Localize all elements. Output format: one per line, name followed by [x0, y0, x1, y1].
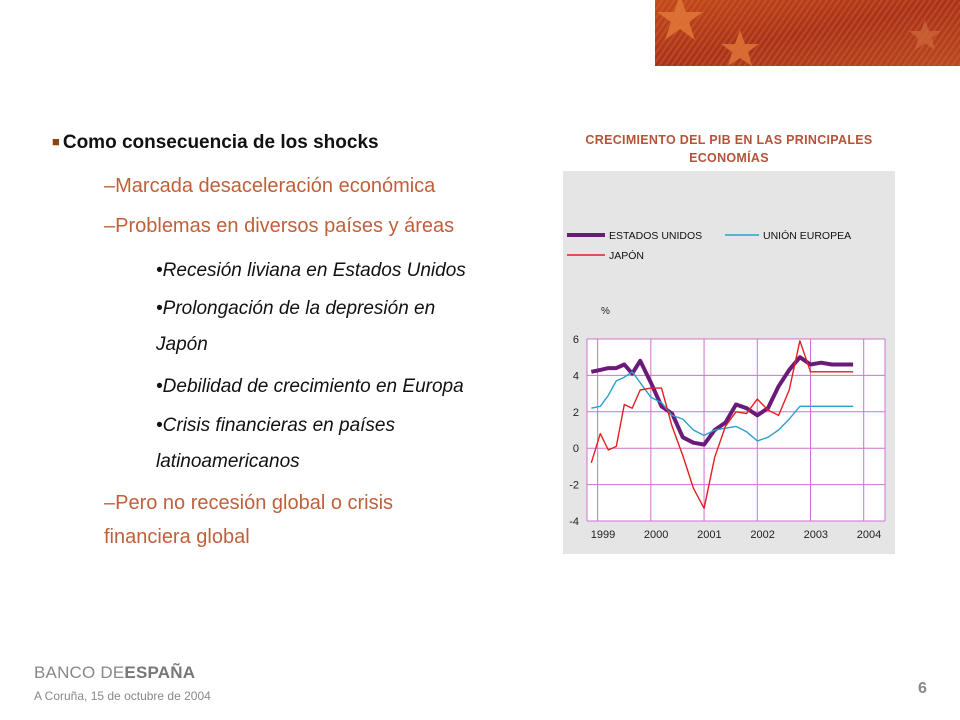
logo-text-2: ESPAÑA [124, 663, 196, 682]
legend-label: UNIÓN EUROPEA [763, 229, 851, 242]
chart-title-text: CRECIMIENTO DEL PIB EN LAS PRINCIPALES E… [585, 133, 873, 165]
subsub-bullet-4-line2: latinoamericanos [156, 451, 300, 472]
y-tick-label: -2 [569, 480, 579, 492]
legend-label: ESTADOS UNIDOS [609, 230, 702, 242]
footer-date: A Coruña, 15 de octubre de 2004 [34, 689, 211, 703]
series-line [590, 340, 854, 509]
banco-de-espana-logo: BANCO DEESPAÑA [34, 663, 195, 683]
subsub-bullet-1: •Recesión liviana en Estados Unidos [156, 260, 466, 281]
subsub-bullet-2-line1: •Prolongación de la depresión en [156, 298, 436, 319]
chart-svg: 6 4 2 0 -2 -4 1999 2000 2001 2002 2003 2004% ESTADOS… [567, 229, 886, 541]
x-tick-label: 2003 [804, 529, 828, 541]
y-axis-label: % [601, 306, 610, 317]
main-bullet: ■ Como consecuencia de los shocks [52, 132, 379, 154]
sub-bullet-2: –Problemas en diversos países y áreas [104, 215, 455, 237]
x-tick-label: 2001 [697, 529, 721, 541]
sub-bullet-3-line2: financiera global [104, 526, 250, 548]
x-tick-label: 1999 [591, 529, 615, 541]
series-line [591, 371, 854, 442]
sub-bullet-1: –Marcada desaceleración económica [104, 175, 436, 197]
gdp-chart: 6 4 2 0 -2 -4 1999 2000 2001 2002 2003 2004% ESTADOS… [563, 171, 895, 554]
main-bullet-text: Como consecuencia de los shocks [62, 132, 379, 153]
y-tick-label: 6 [573, 334, 579, 346]
logo-text-1: BANCO DE [34, 663, 125, 682]
subsub-bullet-4-line1: •Crisis financieras en países [156, 415, 395, 436]
x-tick-label: 2000 [644, 529, 668, 541]
flag-stars-decoration [655, 0, 960, 66]
y-tick-label: -4 [569, 516, 579, 528]
y-tick-label: 4 [573, 370, 579, 382]
square-bullet-icon: ■ [52, 134, 60, 149]
subsub-bullet-3: •Debilidad de crecimiento en Europa [156, 376, 464, 397]
chart-title: CRECIMIENTO DEL PIB EN LAS PRINCIPALES E… [563, 131, 895, 167]
legend-label: JAPÓN [609, 249, 644, 262]
page-number: 6 [918, 680, 927, 697]
sub-bullet-3-line1: –Pero no recesión global o crisis [104, 492, 394, 514]
x-tick-label: 2004 [857, 529, 881, 541]
y-tick-label: 2 [573, 407, 579, 419]
header-banner [655, 0, 960, 66]
y-tick-label: 0 [573, 443, 579, 455]
subsub-bullet-2-line2: Japón [156, 334, 208, 355]
x-tick-label: 2002 [750, 529, 774, 541]
